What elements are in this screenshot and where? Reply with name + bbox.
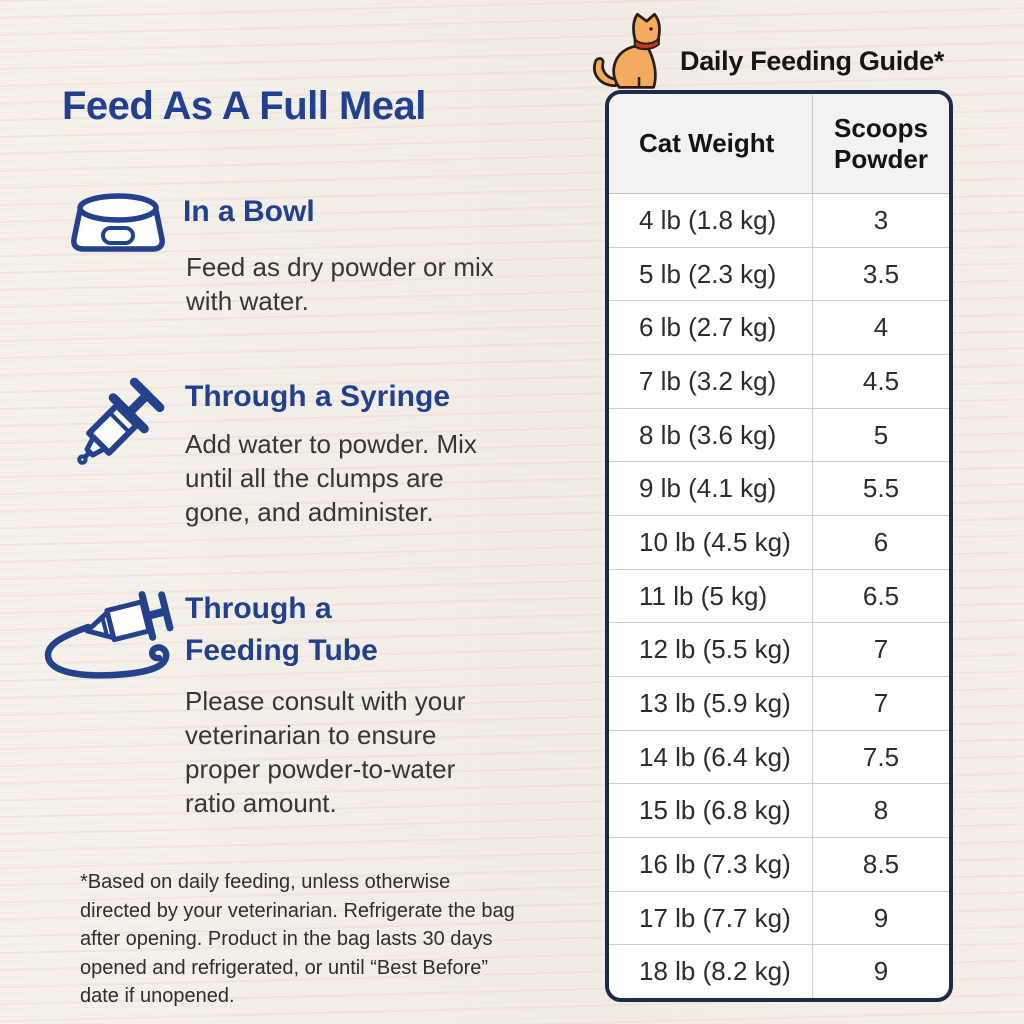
section-heading-feeding-tube: Through a Feeding Tube [185, 592, 378, 667]
scoops-cell: 4.5 [862, 365, 900, 396]
table-body: 4 lb (1.8 kg) 3 5 lb (2.3 kg) 3.5 6 lb (… [609, 194, 949, 998]
scoops-cell: 9 [873, 956, 889, 987]
column-header-cat-weight: Cat Weight [609, 94, 813, 193]
cat-weight-cell: 15 lb (6.8 kg) [609, 784, 813, 838]
scoops-cell: 6.5 [862, 580, 900, 611]
cat-weight-cell: 17 lb (7.7 kg) [609, 891, 813, 945]
table-row: 8 lb (3.6 kg) 5 [609, 408, 949, 463]
table-row: 9 lb (4.1 kg) 5.5 [609, 462, 949, 517]
syringe-icon [56, 366, 176, 486]
cat-weight-cell: 18 lb (8.2 kg) [609, 945, 813, 998]
section-body-bowl: Feed as dry powder or mix with water. [186, 252, 494, 316]
column-header-scoops-powder: Scoops Powder [834, 112, 928, 174]
bowl-icon [70, 192, 166, 258]
cat-weight-cell: 14 lb (6.4 kg) [609, 730, 813, 784]
cat-weight-cell: 8 lb (3.6 kg) [609, 408, 813, 462]
table-row: 17 lb (7.7 kg) 9 [609, 891, 949, 946]
table-row: 18 lb (8.2 kg) 9 [609, 945, 949, 998]
cat-weight-cell: 11 lb (5 kg) [609, 569, 813, 623]
table-row: 4 lb (1.8 kg) 3 [609, 194, 949, 248]
cat-weight-cell: 10 lb (4.5 kg) [609, 516, 813, 569]
table-row: 16 lb (7.3 kg) 8.5 [609, 838, 949, 892]
cat-weight-cell: 7 lb (3.2 kg) [609, 355, 813, 408]
table-header-row: Cat Weight Scoops Powder [609, 94, 949, 194]
cat-weight-cell: 6 lb (2.7 kg) [609, 301, 813, 355]
feeding-tube-icon [42, 591, 192, 681]
section-body-syringe: Add water to powder. Mix until all the c… [185, 429, 477, 527]
scoops-cell: 5.5 [862, 473, 900, 504]
table-row: 12 lb (5.5 kg) 7 [609, 623, 949, 678]
table-row: 14 lb (6.4 kg) 7.5 [609, 730, 949, 785]
scoops-cell: 3 [873, 204, 889, 235]
scoops-cell: 9 [873, 902, 889, 933]
scoops-cell: 8.5 [862, 848, 900, 879]
table-row: 5 lb (2.3 kg) 3.5 [609, 247, 949, 302]
scoops-cell: 6 [873, 526, 889, 557]
section-heading-bowl: In a Bowl [183, 195, 315, 228]
scoops-cell: 5 [873, 419, 889, 450]
cat-weight-cell: 16 lb (7.3 kg) [609, 838, 813, 891]
scoops-cell: 7 [873, 687, 889, 718]
page-title: Feed As A Full Meal [62, 84, 426, 128]
scoops-cell: 4 [873, 312, 889, 343]
cat-weight-cell: 13 lb (5.9 kg) [609, 677, 813, 730]
table-row: 13 lb (5.9 kg) 7 [609, 677, 949, 731]
cat-weight-cell: 9 lb (4.1 kg) [609, 462, 813, 516]
section-body-feeding-tube: Please consult with your veterinarian to… [185, 686, 466, 818]
section-heading-syringe: Through a Syringe [185, 380, 451, 413]
table-row: 6 lb (2.7 kg) 4 [609, 301, 949, 356]
feeding-table: Cat Weight Scoops Powder 4 lb (1.8 kg) 3… [605, 90, 953, 1002]
scoops-cell: 8 [873, 795, 889, 826]
table-row: 11 lb (5 kg) 6.5 [609, 569, 949, 624]
scoops-cell: 7.5 [862, 741, 900, 772]
footnote: *Based on daily feeding, unless otherwis… [80, 871, 515, 1007]
cat-icon [590, 10, 676, 96]
table-row: 10 lb (4.5 kg) 6 [609, 516, 949, 570]
table-row: 7 lb (3.2 kg) 4.5 [609, 355, 949, 409]
scoops-cell: 7 [873, 634, 889, 665]
cat-weight-cell: 12 lb (5.5 kg) [609, 623, 813, 677]
table-row: 15 lb (6.8 kg) 8 [609, 784, 949, 839]
scoops-cell: 3.5 [862, 258, 900, 289]
cat-weight-cell: 5 lb (2.3 kg) [609, 247, 813, 301]
cat-weight-cell: 4 lb (1.8 kg) [609, 194, 813, 247]
guide-title: Daily Feeding Guide* [680, 46, 945, 76]
